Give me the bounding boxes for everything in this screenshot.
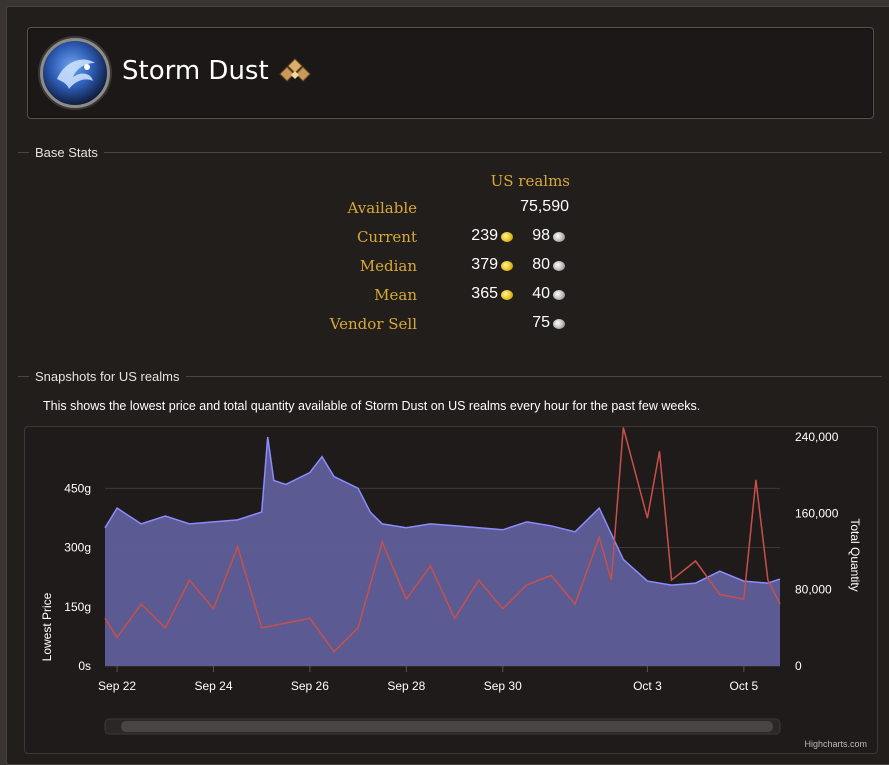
x-axis-tick: Sep 28 <box>387 679 425 693</box>
x-axis-tick: Sep 24 <box>194 679 232 693</box>
storm-dust-icon <box>40 38 110 108</box>
right-axis-tick: 240,000 <box>795 430 839 444</box>
current-gold-value: 239 <box>471 227 498 244</box>
mean-silver-value: 40 <box>532 285 550 302</box>
gold-coin-icon <box>501 290 513 300</box>
lowest-price-line <box>104 436 781 586</box>
chart-description: This shows the lowest price and total qu… <box>43 399 701 413</box>
gold-coin-icon <box>501 261 513 271</box>
highcharts-credits[interactable]: Highcharts.com <box>804 739 867 749</box>
left-axis-tick: 300g <box>64 541 91 555</box>
x-axis-tick: Sep 22 <box>98 679 136 693</box>
x-axis-tick: Sep 26 <box>291 679 329 693</box>
us-realms-column-header: US realms <box>490 172 570 190</box>
item-title: Storm Dust <box>122 56 269 86</box>
x-axis-tick: Oct 5 <box>729 679 758 693</box>
silver-coin-icon <box>553 232 565 242</box>
left-axis-tick: 450g <box>64 481 91 495</box>
median-label: Median <box>359 257 417 275</box>
price-chart-svg[interactable]: 0s 150g 300g 450g 0 80,000 160,000 240,000 Sep… <box>25 427 877 753</box>
section-divider <box>18 376 882 377</box>
right-axis-title: Total Quantity <box>848 518 862 591</box>
lowest-price-area <box>105 437 780 666</box>
vendor-sell-silver-value: 75 <box>532 314 550 331</box>
reagent-quality-icon <box>279 58 311 82</box>
available-label: Available <box>347 199 417 217</box>
silver-coin-icon <box>553 290 565 300</box>
base-stats-heading: Base Stats <box>29 145 104 160</box>
item-header: Storm Dust <box>27 27 874 119</box>
snapshots-heading: Snapshots for US realms <box>29 369 186 384</box>
section-divider <box>18 152 882 153</box>
median-gold-value: 379 <box>471 256 498 273</box>
right-axis-tick: 160,000 <box>795 506 839 520</box>
right-axis-tick: 80,000 <box>795 583 832 597</box>
mean-gold-value: 365 <box>471 285 498 302</box>
current-silver-value: 98 <box>532 227 550 244</box>
left-axis-title: Lowest Price <box>40 592 54 661</box>
navigator-scrollbar-thumb[interactable] <box>121 721 773 732</box>
left-axis-tick: 0s <box>78 659 91 673</box>
price-chart[interactable]: 0s 150g 300g 450g 0 80,000 160,000 240,000 Sep… <box>24 426 878 754</box>
x-axis-tick: Sep 30 <box>484 679 522 693</box>
silver-coin-icon <box>553 261 565 271</box>
available-value: 75,590 <box>520 198 569 215</box>
silver-coin-icon <box>553 319 565 329</box>
gold-coin-icon <box>501 232 513 242</box>
left-axis-tick: 150g <box>64 600 91 614</box>
total-quantity-line <box>104 427 781 653</box>
x-axis-tick: Oct 3 <box>633 679 662 693</box>
vendor-sell-label: Vendor Sell <box>329 315 417 333</box>
mean-label: Mean <box>374 286 417 304</box>
median-silver-value: 80 <box>532 256 550 273</box>
right-axis-tick: 0 <box>795 659 802 673</box>
current-label: Current <box>356 228 417 246</box>
